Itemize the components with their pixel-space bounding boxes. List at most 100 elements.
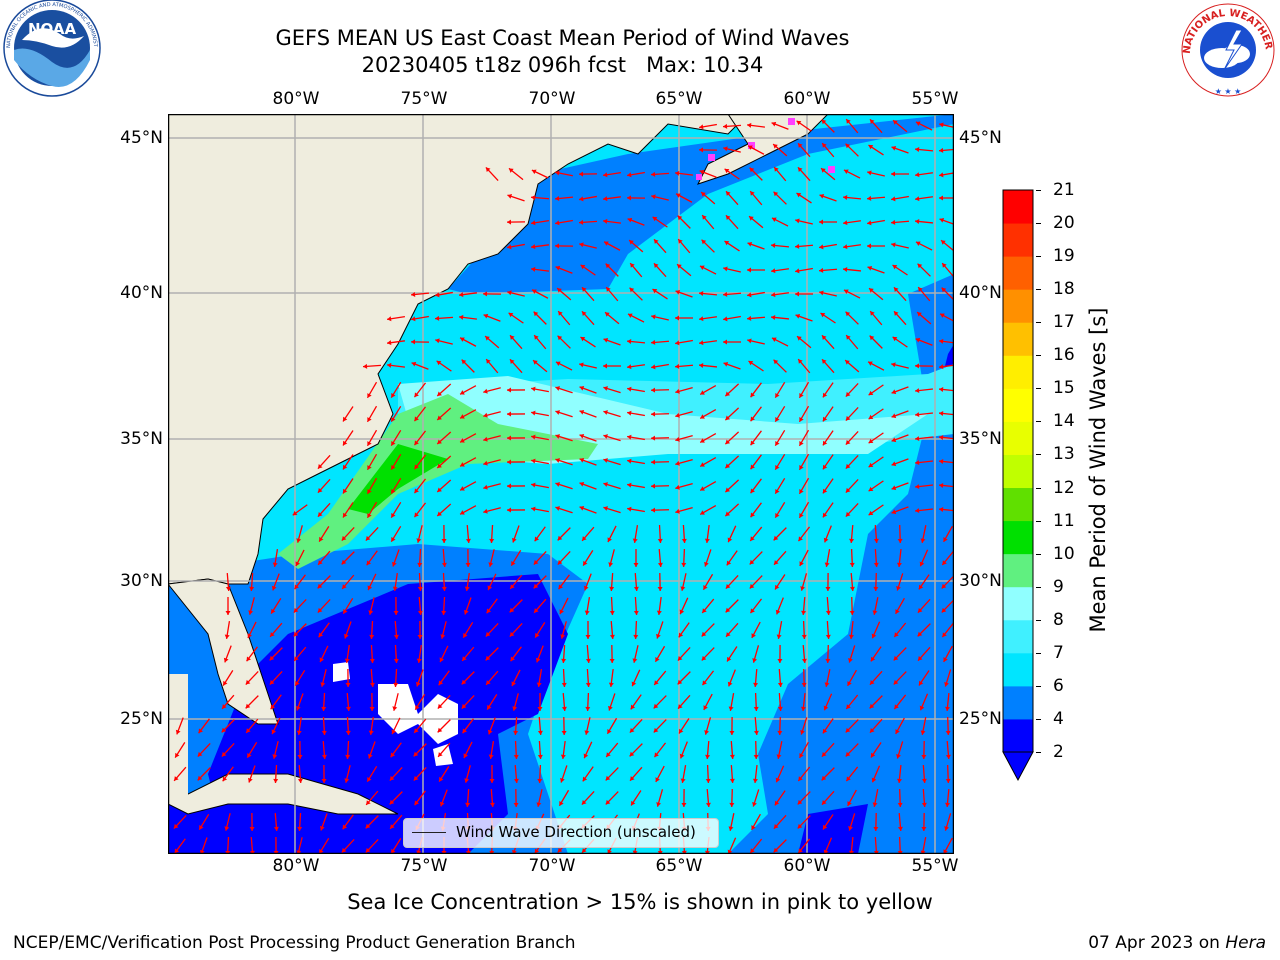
direction-arrow: [606, 717, 618, 735]
land-cuba: [168, 773, 399, 815]
direction-arrow: [389, 766, 403, 782]
lon-tick-top: 60°W: [783, 89, 831, 109]
no-data-patch: [378, 684, 458, 744]
direction-arrow: [483, 313, 501, 322]
direction-arrow: [650, 411, 670, 417]
direction-arrow: [677, 215, 691, 229]
direction-arrow: [675, 506, 693, 514]
direction-arrow: [293, 623, 307, 637]
direction-arrow: [897, 524, 903, 544]
direction-arrow: [463, 597, 472, 615]
colorbar-segment: [1003, 190, 1033, 224]
direction-arrow: [825, 620, 831, 640]
period-region-4-6-east: [728, 274, 954, 854]
direction-arrow: [770, 268, 790, 274]
direction-arrow: [868, 432, 884, 444]
direction-arrow: [753, 692, 759, 712]
direction-arrow: [441, 596, 447, 616]
direction-arrow: [844, 359, 860, 373]
direction-arrow: [436, 407, 452, 421]
direction-arrow: [650, 387, 670, 393]
direction-arrow: [557, 335, 571, 349]
colorbar-tick-mark: [1036, 355, 1041, 357]
direction-arrow: [705, 788, 711, 808]
direction-arrow: [774, 405, 786, 423]
direction-arrow: [555, 219, 573, 226]
direction-arrow: [489, 788, 495, 808]
direction-arrow: [461, 695, 475, 709]
direction-arrow: [390, 381, 402, 399]
direction-arrow: [822, 406, 834, 422]
direction-arrow: [921, 764, 927, 784]
direction-arrow: [585, 692, 591, 712]
colorbar-segment: [1003, 223, 1033, 257]
direction-arrow: [555, 458, 573, 466]
direction-arrow: [483, 411, 501, 418]
direction-arrow: [729, 764, 735, 784]
direction-arrow: [296, 525, 303, 543]
direction-arrow: [870, 742, 882, 758]
direction-arrow: [245, 671, 259, 685]
direction-arrow: [943, 837, 953, 855]
direction-arrow: [247, 765, 256, 783]
direction-arrow: [579, 385, 597, 394]
direction-arrow: [271, 717, 281, 735]
colorbar-under-extension: [1002, 751, 1034, 782]
direction-arrow: [919, 549, 929, 567]
direction-arrow: [845, 478, 859, 494]
direction-arrow: [822, 814, 834, 830]
direction-arrow: [174, 742, 186, 758]
direction-arrow: [531, 220, 549, 226]
direction-arrow: [651, 314, 669, 321]
direction-arrow: [488, 549, 495, 567]
direction-arrow: [509, 358, 523, 374]
direction-arrow: [531, 410, 549, 417]
colorbar-tick-label: 10: [1053, 543, 1075, 564]
direction-arrow: [650, 507, 670, 513]
direction-arrow: [485, 670, 499, 686]
direction-arrow: [459, 457, 477, 467]
direction-arrow: [797, 838, 811, 854]
direction-arrow: [417, 572, 423, 592]
direction-arrow: [273, 812, 279, 832]
direction-arrow: [603, 386, 621, 394]
direction-arrow: [246, 741, 258, 759]
direction-arrow: [319, 645, 329, 663]
direction-arrow: [845, 143, 859, 157]
lon-tick-bottom: 70°W: [528, 856, 576, 876]
direction-arrow: [197, 743, 211, 757]
direction-arrow: [822, 430, 834, 446]
direction-arrow: [941, 287, 955, 301]
direction-arrow: [749, 838, 763, 854]
direction-arrow: [630, 694, 642, 710]
direction-arrow: [698, 316, 718, 322]
direction-arrow: [868, 456, 884, 468]
direction-arrow: [698, 362, 718, 368]
direction-arrow: [413, 743, 427, 757]
direction-arrow: [531, 458, 549, 465]
direction-arrow: [729, 716, 735, 736]
direction-arrow: [319, 813, 328, 831]
direction-arrow: [821, 767, 835, 781]
direction-arrow: [794, 291, 814, 297]
direction-arrow: [602, 196, 622, 202]
direction-arrow: [845, 719, 859, 733]
direction-arrow: [914, 147, 934, 152]
direction-arrow: [555, 482, 573, 490]
colorbar-tick-mark: [1036, 487, 1041, 489]
direction-arrow: [698, 340, 718, 346]
direction-arrow: [893, 694, 907, 710]
direction-arrow: [603, 434, 621, 442]
direction-arrow: [751, 621, 761, 639]
direction-arrow: [749, 526, 763, 542]
map-panel: [167, 113, 958, 856]
direction-arrow: [770, 314, 790, 320]
direction-arrow: [390, 525, 402, 543]
direction-arrow: [728, 813, 735, 831]
direction-arrow: [459, 433, 477, 443]
direction-arrow: [675, 410, 693, 418]
direction-arrow: [870, 646, 882, 662]
direction-arrow: [848, 813, 856, 831]
colorbar-segment: [1003, 586, 1033, 621]
direction-arrow: [603, 410, 621, 418]
